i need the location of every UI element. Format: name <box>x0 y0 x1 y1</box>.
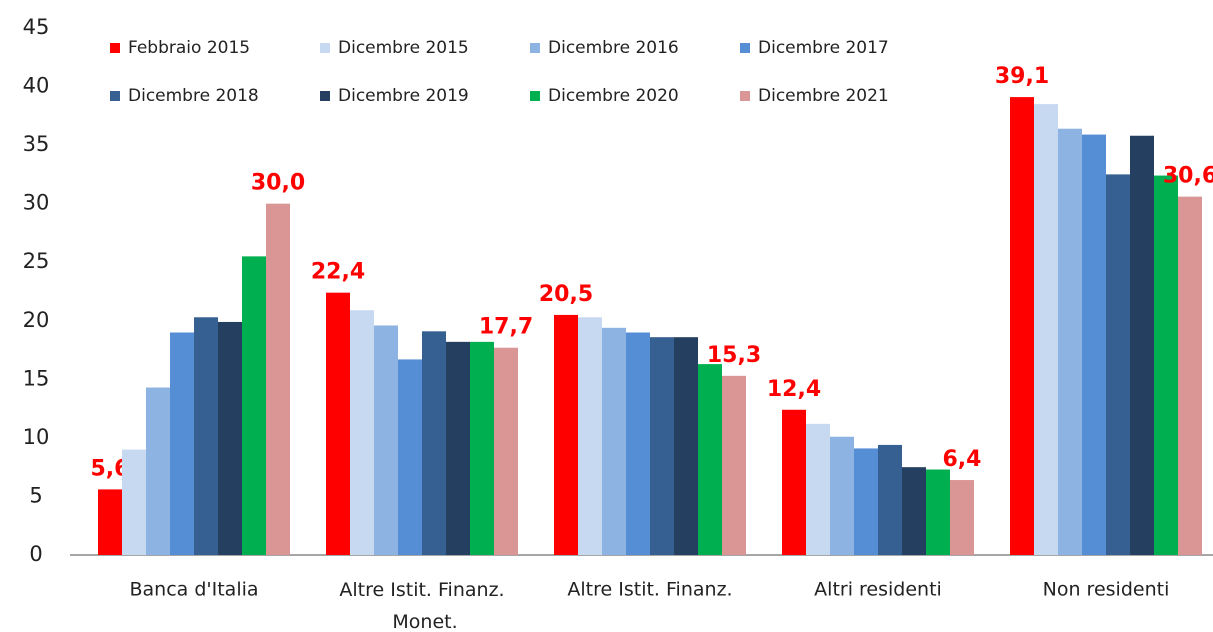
bar <box>1130 135 1154 555</box>
data-label: 39,1 <box>995 64 1049 89</box>
legend-label: Febbraio 2015 <box>128 38 250 58</box>
legend-label: Dicembre 2019 <box>338 86 469 106</box>
bar <box>266 203 290 555</box>
bar <box>722 375 746 555</box>
bar <box>446 341 470 555</box>
legend-label: Dicembre 2017 <box>758 38 889 58</box>
y-tick-label: 35 <box>23 132 50 156</box>
legend-swatch <box>110 43 120 53</box>
bar <box>1010 97 1034 556</box>
y-tick-label: 10 <box>23 425 50 449</box>
legend-swatch <box>530 43 540 53</box>
y-tick-label: 15 <box>23 366 50 390</box>
legend-swatch <box>320 43 330 53</box>
bar <box>470 341 494 555</box>
bar <box>122 449 146 555</box>
data-label: 30,0 <box>251 171 305 196</box>
bar <box>698 364 722 555</box>
bar <box>878 444 902 555</box>
legend-label: Dicembre 2020 <box>548 86 679 106</box>
bar <box>674 337 698 555</box>
bar <box>602 327 626 555</box>
legend-label: Dicembre 2021 <box>758 86 889 106</box>
bar <box>854 448 878 555</box>
bar <box>494 347 518 555</box>
bar <box>350 310 374 555</box>
bar <box>830 436 854 555</box>
data-label: 12,4 <box>767 377 821 402</box>
bar <box>146 387 170 555</box>
bar <box>398 359 422 555</box>
bar <box>950 480 974 555</box>
bar <box>650 337 674 555</box>
y-tick-label: 40 <box>23 74 50 98</box>
bar <box>578 317 602 555</box>
legend-swatch <box>740 91 750 101</box>
legend-swatch <box>320 91 330 101</box>
bar <box>1034 104 1058 555</box>
bar <box>902 467 926 555</box>
data-label: 15,3 <box>707 343 761 368</box>
x-tick-label: Non residenti <box>1043 579 1170 601</box>
bar <box>1178 196 1202 555</box>
bar <box>242 256 266 555</box>
bar <box>806 423 830 555</box>
data-label: 17,7 <box>479 315 533 340</box>
data-label: 22,4 <box>311 260 365 285</box>
legend-label: Dicembre 2016 <box>548 38 679 58</box>
bar <box>422 331 446 555</box>
bar <box>554 314 578 555</box>
legend-label: Dicembre 2015 <box>338 38 469 58</box>
bar <box>1154 175 1178 555</box>
y-tick-label: 30 <box>23 191 50 215</box>
bar <box>1058 128 1082 555</box>
bar <box>218 321 242 555</box>
bar <box>374 325 398 555</box>
x-tick-label: Altre Istit. Finanz. <box>567 579 732 601</box>
legend-swatch <box>740 43 750 53</box>
bar <box>98 489 122 555</box>
data-label: 20,5 <box>539 282 593 307</box>
bar <box>326 292 350 555</box>
bar <box>194 317 218 555</box>
bar <box>170 332 194 555</box>
y-tick-label: 25 <box>23 249 50 273</box>
bar <box>1106 174 1130 555</box>
bar <box>1082 134 1106 555</box>
bar <box>926 469 950 555</box>
y-tick-label: 20 <box>23 308 50 332</box>
x-tick-label: Altre Istit. Finanz. Monet. <box>339 579 504 632</box>
data-label: 6,4 <box>943 447 982 472</box>
legend-label: Dicembre 2018 <box>128 86 259 106</box>
y-tick-label: 0 <box>29 542 42 566</box>
x-tick-label: Altri residenti <box>814 579 942 601</box>
y-tick-label: 45 <box>23 15 50 39</box>
y-tick-label: 5 <box>29 483 42 507</box>
legend-swatch <box>110 91 120 101</box>
x-tick-label: Banca d'Italia <box>129 579 258 601</box>
bar <box>782 409 806 555</box>
bar <box>626 332 650 555</box>
data-label: 30,6 <box>1163 164 1213 189</box>
legend-swatch <box>530 91 540 101</box>
